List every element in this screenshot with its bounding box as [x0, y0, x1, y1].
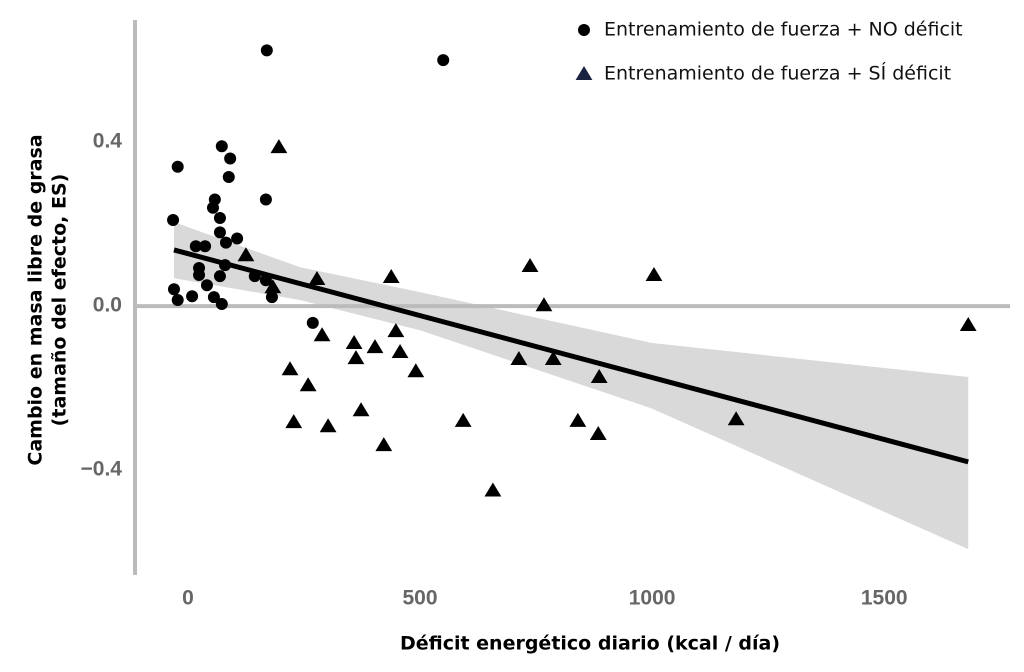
- point: [645, 266, 663, 281]
- y-axis-title: Cambio en masa libre de grasa (tamaño de…: [25, 134, 71, 465]
- point: [281, 361, 299, 376]
- y-tick-label: 0.4: [93, 130, 123, 153]
- legend-label: Entrenamiento de fuerza + SÍ déficit: [604, 62, 951, 85]
- legend-item: Entrenamiento de fuerza + SÍ déficit: [575, 62, 951, 85]
- x-tick-label: 1000: [629, 587, 676, 610]
- point: [200, 279, 213, 292]
- point: [193, 268, 206, 281]
- point: [319, 418, 337, 433]
- point: [375, 437, 393, 452]
- point: [575, 66, 593, 80]
- legend-item: Entrenamiento de fuerza + NO déficit: [578, 19, 963, 41]
- point: [219, 236, 232, 249]
- point: [345, 334, 363, 349]
- point: [959, 316, 977, 331]
- point: [264, 279, 282, 294]
- point: [171, 293, 184, 306]
- point: [222, 170, 235, 183]
- y-axis-title-line: (tamaño del efecto, ES): [49, 174, 71, 427]
- x-tick-label: 1500: [861, 587, 908, 610]
- point: [259, 193, 272, 206]
- point: [437, 54, 450, 67]
- point: [224, 152, 237, 165]
- x-tick-label: 0: [182, 587, 194, 610]
- point: [171, 160, 184, 173]
- point: [215, 140, 228, 153]
- point: [260, 44, 273, 57]
- point: [285, 414, 303, 429]
- y-tick-label: 0.0: [93, 294, 122, 317]
- point: [306, 316, 319, 329]
- point: [366, 339, 384, 354]
- confidence-band: [173, 222, 969, 550]
- point: [407, 363, 425, 378]
- point: [589, 425, 607, 440]
- point: [510, 350, 528, 365]
- y-tick-label: −0.4: [81, 458, 123, 481]
- point: [308, 271, 326, 286]
- point: [299, 377, 317, 392]
- point: [265, 291, 278, 304]
- point: [167, 214, 180, 227]
- point: [590, 369, 608, 384]
- point: [484, 482, 502, 497]
- point: [454, 412, 472, 427]
- point: [569, 412, 587, 427]
- point: [521, 257, 539, 272]
- point: [352, 402, 370, 417]
- point: [167, 283, 180, 296]
- legend-label: Entrenamiento de fuerza + NO déficit: [604, 19, 963, 41]
- x-tick-label: 500: [402, 587, 437, 610]
- point: [213, 270, 226, 283]
- y-axis-title-line: Cambio en masa libre de grasa: [25, 134, 47, 465]
- plot-area: [135, 44, 1010, 550]
- point: [231, 232, 244, 245]
- point: [186, 290, 199, 303]
- point: [213, 211, 226, 224]
- point: [313, 327, 331, 342]
- point: [391, 344, 409, 359]
- point: [270, 139, 288, 154]
- point: [213, 226, 226, 239]
- point: [347, 350, 365, 365]
- x-axis-title: Déficit energético diario (kcal / día): [400, 633, 780, 655]
- point: [544, 350, 562, 365]
- point: [215, 298, 228, 311]
- point: [189, 240, 202, 253]
- point: [387, 323, 405, 338]
- regression-line: [173, 247, 969, 465]
- point: [727, 411, 745, 426]
- point: [207, 291, 220, 304]
- point: [237, 247, 255, 262]
- point: [535, 297, 553, 312]
- point: [578, 24, 590, 36]
- point: [206, 201, 219, 214]
- point: [382, 269, 400, 284]
- point: [199, 240, 212, 253]
